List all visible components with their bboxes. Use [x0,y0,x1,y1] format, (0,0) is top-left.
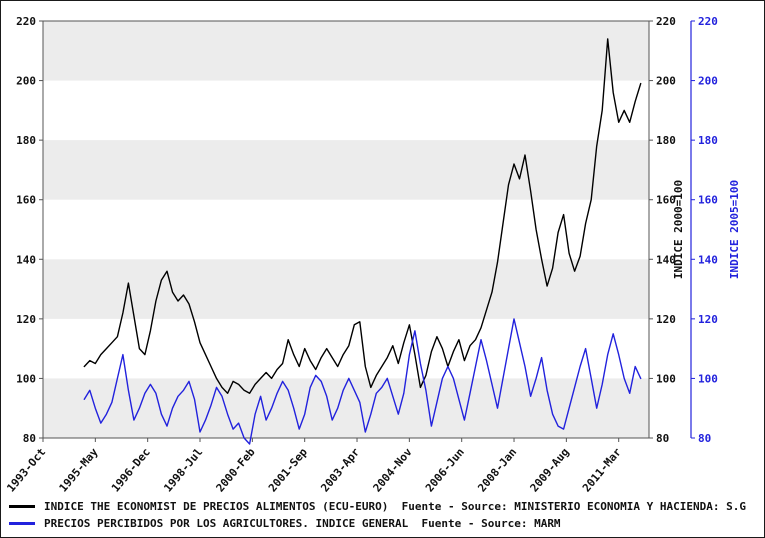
chart-canvas: 80 80 100 100 120 120 140 140 160 160 180 180 200 200… [4,15,741,495]
svg-text:80: 80 [698,432,711,445]
svg-text:100: 100 [16,372,36,385]
svg-text:100: 100 [698,372,718,385]
svg-text:200: 200 [656,75,676,88]
svg-text:2001-Sep: 2001-Sep [266,445,310,494]
svg-text:80: 80 [23,432,36,445]
x-axis-labels: 1993-Oct 1995-May 1996-Dec 1998-Jul 2000-Feb… [4,438,624,495]
series-line-0 [83,38,642,394]
svg-text:180: 180 [16,134,36,147]
svg-text:220: 220 [16,15,36,28]
svg-text:220: 220 [698,15,718,28]
legend-item-farmers-index: PRECIOS PERCIBIDOS POR LOS AGRICULTORES.… [9,515,746,532]
svg-text:1998-Jul: 1998-Jul [161,446,205,495]
svg-text:1993-Oct: 1993-Oct [4,446,48,495]
svg-text:2006-Jun: 2006-Jun [423,446,467,495]
legend-line-swatch-black [9,505,35,508]
y-axis-labels: 80 80 100 100 120 120 140 140 160 160 180 180 200 200… [16,15,676,445]
svg-text:2000-Feb: 2000-Feb [214,445,258,494]
svg-text:2004-Nov: 2004-Nov [371,445,415,494]
legend-item-economist-index: INDICE THE ECONOMIST DE PRECIOS ALIMENTO… [9,498,746,515]
far-right-axis-title: INDICE 2005=100 [728,180,741,279]
svg-text:180: 180 [656,134,676,147]
svg-text:2011-Mar: 2011-Mar [580,445,624,494]
svg-text:2009-Aug: 2009-Aug [528,446,572,495]
svg-text:80: 80 [656,432,669,445]
svg-text:140: 140 [698,253,718,266]
series-line-1 [83,318,642,445]
legend-line-swatch-blue [9,522,35,525]
legend-label-farmers: PRECIOS PERCIBIDOS POR LOS AGRICULTORES.… [44,517,561,530]
svg-text:120: 120 [656,313,676,326]
legend-label-economist: INDICE THE ECONOMIST DE PRECIOS ALIMENTO… [44,500,746,513]
svg-text:2008-Jan: 2008-Jan [475,446,519,495]
plot-bands [43,21,649,438]
far-right-blue-axis: 80 100 120 140 160 180 200 220 [690,15,718,445]
svg-text:120: 120 [16,313,36,326]
right-axis-title: INDICE 2000=100 [672,180,685,279]
svg-text:1996-Dec: 1996-Dec [109,446,153,495]
svg-text:220: 220 [656,15,676,28]
svg-text:140: 140 [656,253,676,266]
svg-text:140: 140 [16,253,36,266]
svg-text:180: 180 [698,134,718,147]
svg-text:160: 160 [16,194,36,207]
svg-text:100: 100 [656,372,676,385]
svg-text:160: 160 [656,194,676,207]
svg-text:1995-May: 1995-May [57,445,101,494]
axes [39,20,653,439]
svg-text:120: 120 [698,313,718,326]
chart-legend: INDICE THE ECONOMIST DE PRECIOS ALIMENTO… [9,498,746,532]
svg-text:200: 200 [16,75,36,88]
svg-text:160: 160 [698,194,718,207]
svg-text:2003-Apr: 2003-Apr [318,445,362,494]
svg-text:200: 200 [698,75,718,88]
